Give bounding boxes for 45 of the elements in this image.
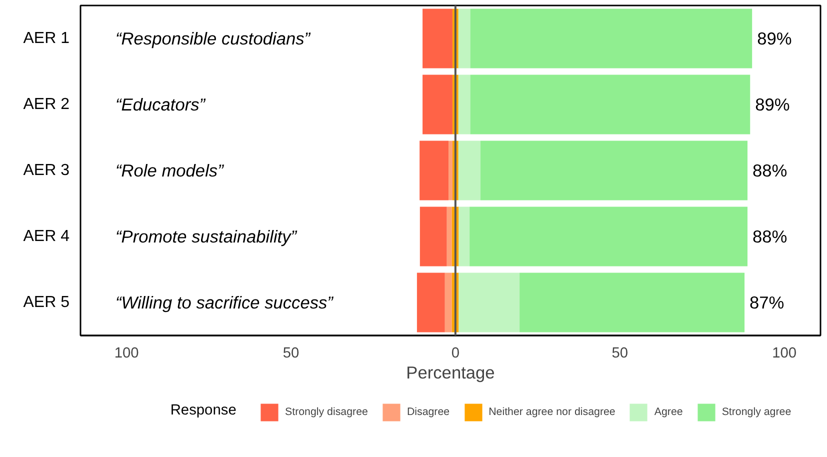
legend-title: Response (170, 402, 236, 418)
x-axis-title: Percentage (406, 362, 495, 382)
legend-label: Neither agree nor disagree (488, 405, 616, 419)
bar (458, 140, 480, 200)
bar (416, 272, 445, 332)
annotation: 87% (750, 292, 784, 312)
x-tick-label: 100 (114, 346, 139, 362)
bar (470, 206, 748, 266)
annotation: 89% (755, 94, 790, 114)
x-tick-label: 100 (772, 346, 797, 362)
bar (470, 74, 750, 134)
annotation: “Role models” (116, 160, 225, 180)
annotation: 88% (752, 160, 788, 180)
annotation: “Willing to sacrifice success” (116, 292, 334, 312)
bar (458, 206, 470, 266)
x-tick-label: 0 (451, 346, 460, 362)
y-tick-label: AER 2 (23, 96, 70, 113)
bar (422, 8, 452, 68)
legend-label: Strongly disagree (285, 405, 368, 419)
bar (420, 140, 449, 200)
legend-label: Disagree (406, 405, 450, 419)
bar (444, 272, 452, 332)
bar (422, 74, 452, 134)
y-tick-label: AER 3 (23, 162, 70, 179)
bar (458, 8, 470, 68)
x-tick-label: 50 (612, 346, 628, 362)
annotation: “Responsible custodians” (116, 28, 312, 48)
legend-label: Strongly agree (722, 405, 792, 419)
legend-label: Agree (654, 405, 683, 419)
annotation: “Educators” (116, 94, 206, 114)
bar (520, 272, 745, 332)
annotation: 89% (757, 28, 792, 48)
bar (420, 206, 447, 266)
bar (448, 140, 452, 200)
y-tick-label: AER 5 (23, 294, 70, 311)
x-tick-label: 50 (282, 346, 300, 362)
bar (470, 8, 752, 68)
y-tick-label: AER 4 (23, 228, 70, 245)
bar (446, 206, 452, 266)
annotation: 88% (752, 226, 788, 246)
annotation: “Promote sustainability” (116, 226, 298, 246)
bar (480, 140, 748, 200)
bar (458, 272, 520, 332)
bar (458, 74, 470, 134)
y-tick-label: AER 1 (23, 30, 70, 47)
